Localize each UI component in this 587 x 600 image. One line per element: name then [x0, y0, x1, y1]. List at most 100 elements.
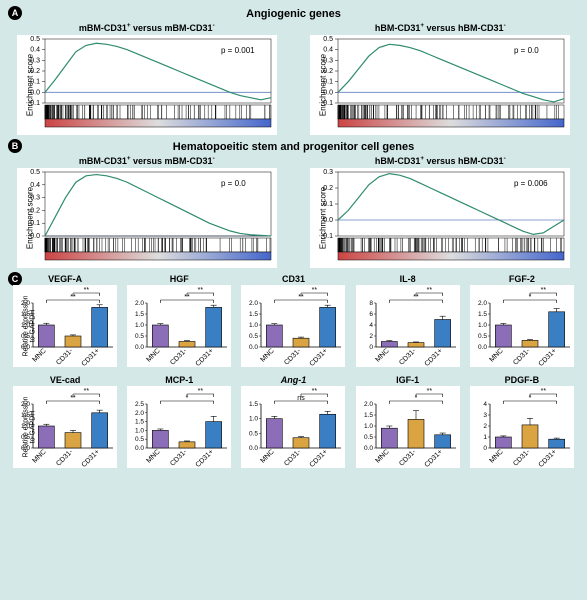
gsea-b-right-plot: Enrichment score -0.10.00.10.20.3p = 0.0…: [310, 168, 570, 268]
svg-text:1.5: 1.5: [364, 412, 373, 419]
svg-text:CD31+: CD31+: [81, 347, 101, 367]
section-c: C VEGF-ARelative expressionto GAPDH0.00.…: [10, 274, 577, 468]
gsea-a-right-plot: Enrichment score -0.10.00.10.20.30.40.5p…: [310, 35, 570, 135]
svg-text:0.4: 0.4: [30, 47, 40, 54]
svg-text:**: **: [540, 287, 546, 294]
svg-text:MNC: MNC: [374, 347, 390, 363]
svg-text:0.0: 0.0: [249, 344, 258, 351]
svg-text:0.0: 0.0: [249, 445, 258, 452]
bar-svg-4: 0.00.51.01.52.0MNCCD31-CD31+***: [470, 285, 574, 367]
bar-title-1: HGF: [127, 274, 231, 284]
bar-plot-1: 0.00.51.01.52.0MNCCD31-CD31+****: [127, 285, 231, 367]
bar-panel-7: Ang-10.00.51.01.5MNCCD31-CD31+ns**: [241, 375, 345, 468]
svg-text:**: **: [198, 388, 204, 395]
svg-text:1.5: 1.5: [135, 311, 144, 318]
svg-text:1.5: 1.5: [249, 401, 258, 408]
bar-plot-3: 02468MNCCD31-CD31+****: [356, 285, 460, 367]
bar-panel-0: VEGF-ARelative expressionto GAPDH0.00.51…: [13, 274, 117, 367]
bar-panel-6: MCP-10.00.51.01.52.02.5MNCCD31-CD31+***: [127, 375, 231, 468]
bar-ylabel-1: Relative expressionto GAPDH: [23, 396, 37, 457]
section-a-title: Angiogenic genes: [10, 8, 577, 20]
svg-text:0.5: 0.5: [324, 36, 334, 43]
gsea-b-right: hBM-CD31+ versus hBM-CD31- Enrichment sc…: [310, 155, 570, 268]
section-a: A Angiogenic genes mBM-CD31+ versus mBM-…: [10, 8, 577, 135]
svg-text:4: 4: [483, 401, 487, 408]
gsea-b-right-title: hBM-CD31+ versus hBM-CD31-: [310, 155, 570, 166]
svg-text:CD31-: CD31-: [398, 347, 418, 367]
svg-text:CD31+: CD31+: [423, 347, 443, 367]
svg-text:CD31-: CD31-: [55, 448, 75, 468]
svg-text:MNC: MNC: [488, 448, 504, 464]
bar-svg-9: 01234MNCCD31-CD31+***: [470, 386, 574, 468]
svg-text:2.0: 2.0: [478, 300, 487, 307]
svg-text:1.0: 1.0: [249, 416, 258, 423]
svg-text:1.0: 1.0: [135, 427, 144, 434]
gsea-a-left-plot: Enrichment score -0.10.00.10.20.30.40.5p…: [17, 35, 277, 135]
bar-title-7: Ang-1: [241, 375, 345, 385]
svg-text:CD31-: CD31-: [169, 448, 189, 468]
bar-svg-1: 0.00.51.01.52.0MNCCD31-CD31+****: [127, 285, 231, 367]
bar-plot-0: Relative expressionto GAPDH0.00.51.01.52…: [13, 285, 117, 367]
svg-text:2.0: 2.0: [364, 401, 373, 408]
svg-text:CD31+: CD31+: [81, 448, 101, 468]
gsea-a-right-title: hBM-CD31+ versus hBM-CD31-: [310, 22, 570, 33]
bar-svg-6: 0.00.51.01.52.02.5MNCCD31-CD31+***: [127, 386, 231, 468]
svg-text:2.0: 2.0: [249, 300, 258, 307]
svg-text:CD31+: CD31+: [537, 448, 557, 468]
svg-text:1.5: 1.5: [135, 419, 144, 426]
svg-text:2.5: 2.5: [135, 401, 144, 408]
gsea-b-left: mBM-CD31+ versus mBM-CD31- Enrichment sc…: [17, 155, 277, 268]
svg-text:0.0: 0.0: [478, 344, 487, 351]
svg-text:1.0: 1.0: [364, 423, 373, 430]
svg-text:0.0: 0.0: [135, 344, 144, 351]
svg-text:CD31-: CD31-: [284, 347, 304, 367]
svg-text:CD31+: CD31+: [309, 347, 329, 367]
gsea-b-left-ylabel: Enrichment score: [25, 187, 34, 249]
bar-svg-2: 0.00.51.01.52.0MNCCD31-CD31+****: [241, 285, 345, 367]
svg-text:p = 0.0: p = 0.0: [514, 46, 539, 55]
bar-plot-7: 0.00.51.01.5MNCCD31-CD31+ns**: [241, 386, 345, 468]
bar-panel-3: IL-802468MNCCD31-CD31+****: [356, 274, 460, 367]
svg-text:0.4: 0.4: [324, 47, 334, 54]
gsea-a-right-svg: -0.10.00.10.20.30.40.5p = 0.0: [310, 35, 570, 135]
svg-text:1.5: 1.5: [249, 311, 258, 318]
svg-text:MNC: MNC: [260, 448, 276, 464]
svg-text:0.5: 0.5: [30, 169, 40, 176]
svg-text:0.5: 0.5: [135, 333, 144, 340]
bar-panel-8: IGF-10.00.51.01.52.0MNCCD31-CD31+***: [356, 375, 460, 468]
gsea-a-right: hBM-CD31+ versus hBM-CD31- Enrichment sc…: [310, 22, 570, 135]
svg-text:**: **: [198, 287, 204, 294]
svg-text:CD31+: CD31+: [195, 347, 215, 367]
svg-text:0.3: 0.3: [324, 169, 334, 176]
svg-text:CD31+: CD31+: [423, 448, 443, 468]
svg-text:0.0: 0.0: [135, 445, 144, 452]
bar-svg-3: 02468MNCCD31-CD31+****: [356, 285, 460, 367]
bar-title-6: MCP-1: [127, 375, 231, 385]
gsea-a-left: mBM-CD31+ versus mBM-CD31- Enrichment sc…: [17, 22, 277, 135]
bar-container: VEGF-ARelative expressionto GAPDH0.00.51…: [10, 274, 577, 468]
svg-text:**: **: [84, 287, 90, 294]
section-b: B Hematopoeitic stem and progenitor cell…: [10, 141, 577, 268]
svg-text:MNC: MNC: [146, 448, 162, 464]
bar-panel-1: HGF0.00.51.01.52.0MNCCD31-CD31+****: [127, 274, 231, 367]
bar-plot-2: 0.00.51.01.52.0MNCCD31-CD31+****: [241, 285, 345, 367]
gsea-b-left-svg: 0.00.10.20.30.40.5p = 0.0: [17, 168, 277, 268]
svg-text:MNC: MNC: [488, 347, 504, 363]
svg-text:CD31-: CD31-: [398, 448, 418, 468]
svg-text:0.0: 0.0: [364, 445, 373, 452]
svg-text:**: **: [426, 388, 432, 395]
gsea-b-right-ylabel: Enrichment score: [319, 187, 328, 249]
svg-text:8: 8: [369, 300, 373, 307]
gsea-a-right-ylabel: Enrichment score: [319, 54, 328, 116]
bar-panel-2: CD310.00.51.01.52.0MNCCD31-CD31+****: [241, 274, 345, 367]
svg-text:0: 0: [483, 445, 487, 452]
bar-plot-8: 0.00.51.01.52.0MNCCD31-CD31+***: [356, 386, 460, 468]
svg-text:CD31+: CD31+: [309, 448, 329, 468]
svg-text:**: **: [312, 388, 318, 395]
bar-title-2: CD31: [241, 274, 345, 284]
bar-svg-8: 0.00.51.01.52.0MNCCD31-CD31+***: [356, 386, 460, 468]
svg-text:4: 4: [369, 322, 373, 329]
bar-title-0: VEGF-A: [13, 274, 117, 284]
bar-plot-9: 01234MNCCD31-CD31+***: [470, 386, 574, 468]
bar-panel-9: PDGF-B01234MNCCD31-CD31+***: [470, 375, 574, 468]
